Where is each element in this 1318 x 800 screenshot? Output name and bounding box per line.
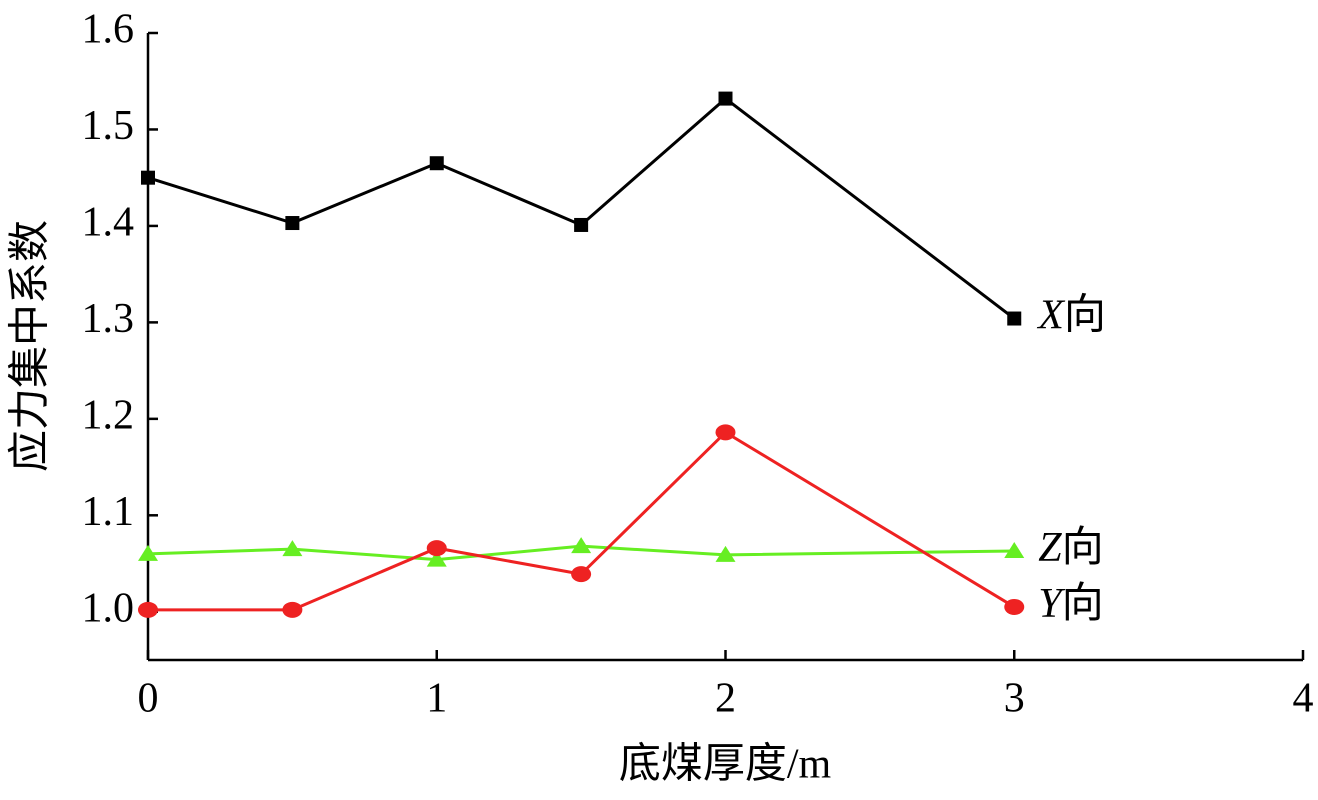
series-label-letter: Z: [1038, 525, 1062, 571]
y-tick-label: 1.6: [82, 7, 135, 53]
x-axis-label: 底煤厚度/m: [619, 742, 832, 788]
y-tick-label: 1.0: [82, 585, 135, 631]
marker: [1004, 598, 1025, 615]
y-tick-label: 1.4: [82, 200, 135, 246]
series-label: Y向: [1038, 581, 1103, 627]
series-line: [148, 430, 1016, 612]
marker: [1004, 541, 1025, 558]
series-label-rest: 向: [1064, 292, 1106, 338]
marker: [571, 566, 592, 583]
marker: [282, 540, 303, 557]
marker: [574, 217, 589, 232]
series-label-rest: 向: [1062, 525, 1104, 571]
marker: [141, 170, 155, 185]
series-label-rest: 向: [1062, 581, 1104, 627]
y-tick-label: 1.2: [82, 392, 135, 438]
marker: [426, 540, 447, 557]
x-tick-label: 2: [715, 676, 736, 722]
y-tick-label: 1.5: [82, 103, 135, 149]
series-label: Z向: [1038, 525, 1103, 571]
y-axis-label: 应力集中系数: [7, 220, 54, 472]
series-label: X向: [1036, 292, 1106, 338]
marker: [426, 550, 447, 567]
marker: [571, 537, 592, 554]
marker: [138, 544, 158, 561]
series-label-letter: X: [1036, 292, 1066, 338]
marker: [429, 156, 444, 171]
series-line: [147, 544, 1015, 562]
x-tick-label: 0: [138, 676, 159, 722]
y-tick-label: 1.1: [82, 489, 135, 535]
marker: [285, 216, 300, 231]
y-tick-label: 1.3: [82, 296, 135, 342]
marker: [282, 601, 303, 618]
x-tick-label: 4: [1293, 676, 1314, 722]
x-tick-label: 3: [1004, 676, 1025, 722]
marker: [718, 91, 733, 106]
x-tick-label: 1: [426, 676, 447, 722]
marker: [1007, 311, 1022, 326]
marker: [715, 545, 736, 562]
marker: [715, 424, 736, 441]
marker: [138, 601, 158, 618]
series-line: [147, 96, 1016, 320]
series-label-letter: Y: [1038, 581, 1066, 627]
